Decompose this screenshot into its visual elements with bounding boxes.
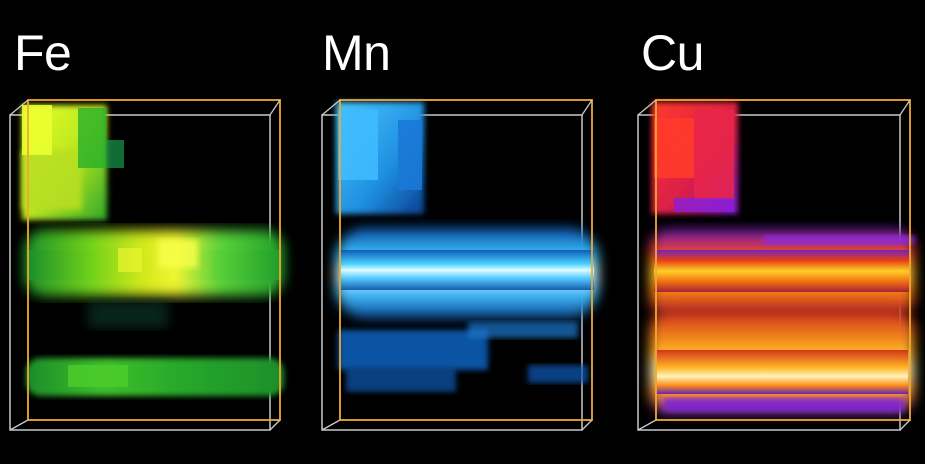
cu-volume-render: [637, 99, 914, 431]
fe-upper-band: [24, 230, 284, 296]
mn-volume-panel: [318, 90, 618, 440]
cu-upper-cluster: [652, 102, 738, 214]
fe-label: Fe: [14, 25, 72, 81]
mn-lower-haze: [338, 322, 588, 392]
cu-volume-panel: [634, 90, 925, 440]
mn-volume-render: [321, 99, 598, 431]
fe-volume-render: [9, 99, 284, 431]
cu-label: Cu: [641, 25, 704, 81]
fe-lower-band: [26, 358, 284, 396]
mn-upper-band: [336, 228, 598, 318]
mn-upper-cluster: [336, 102, 424, 214]
cu-upper-band: [650, 230, 914, 316]
cu-lower-band: [650, 310, 914, 414]
fe-upper-cluster: [22, 105, 124, 220]
fe-volume-panel: [8, 90, 308, 440]
mn-label: Mn: [322, 25, 391, 81]
